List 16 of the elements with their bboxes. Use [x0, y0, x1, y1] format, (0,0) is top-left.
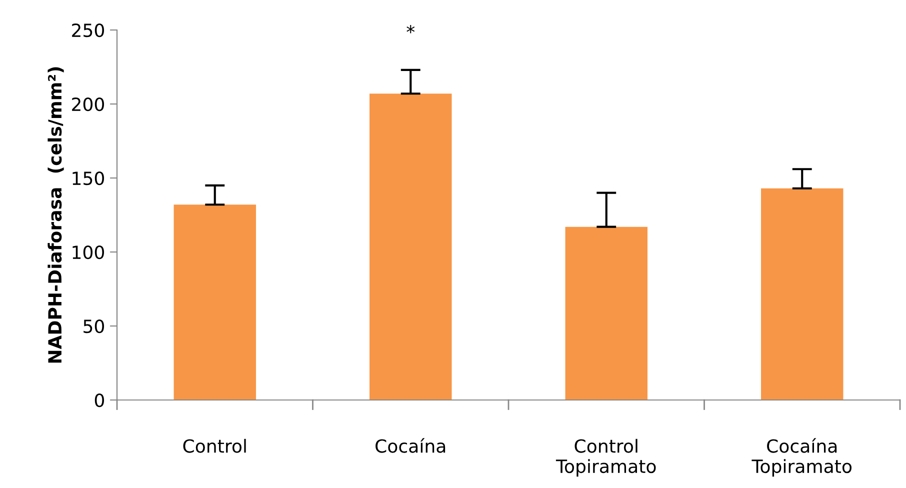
y-tick-label: 150 [72, 171, 104, 186]
y-tick-label: 100 [72, 245, 104, 260]
y-tick-label: 250 [72, 23, 104, 38]
x-tick-label: Cocaína [376, 438, 446, 453]
bar [370, 94, 452, 400]
bar [174, 204, 256, 400]
x-tick-label: Cocaína Topiramato [752, 438, 852, 477]
x-tick-label: Control Topiramato [556, 438, 656, 477]
annotation: * [406, 25, 415, 34]
bar [761, 188, 844, 400]
y-tick-label: 50 [84, 319, 104, 334]
y-tick-label: 200 [72, 97, 104, 112]
y-tick-label: 0 [94, 393, 104, 408]
bar [565, 226, 648, 400]
y-axis-title: NADPH-Diaforasa (cels/mm²) [48, 67, 64, 363]
x-tick-label: Control [183, 438, 246, 453]
